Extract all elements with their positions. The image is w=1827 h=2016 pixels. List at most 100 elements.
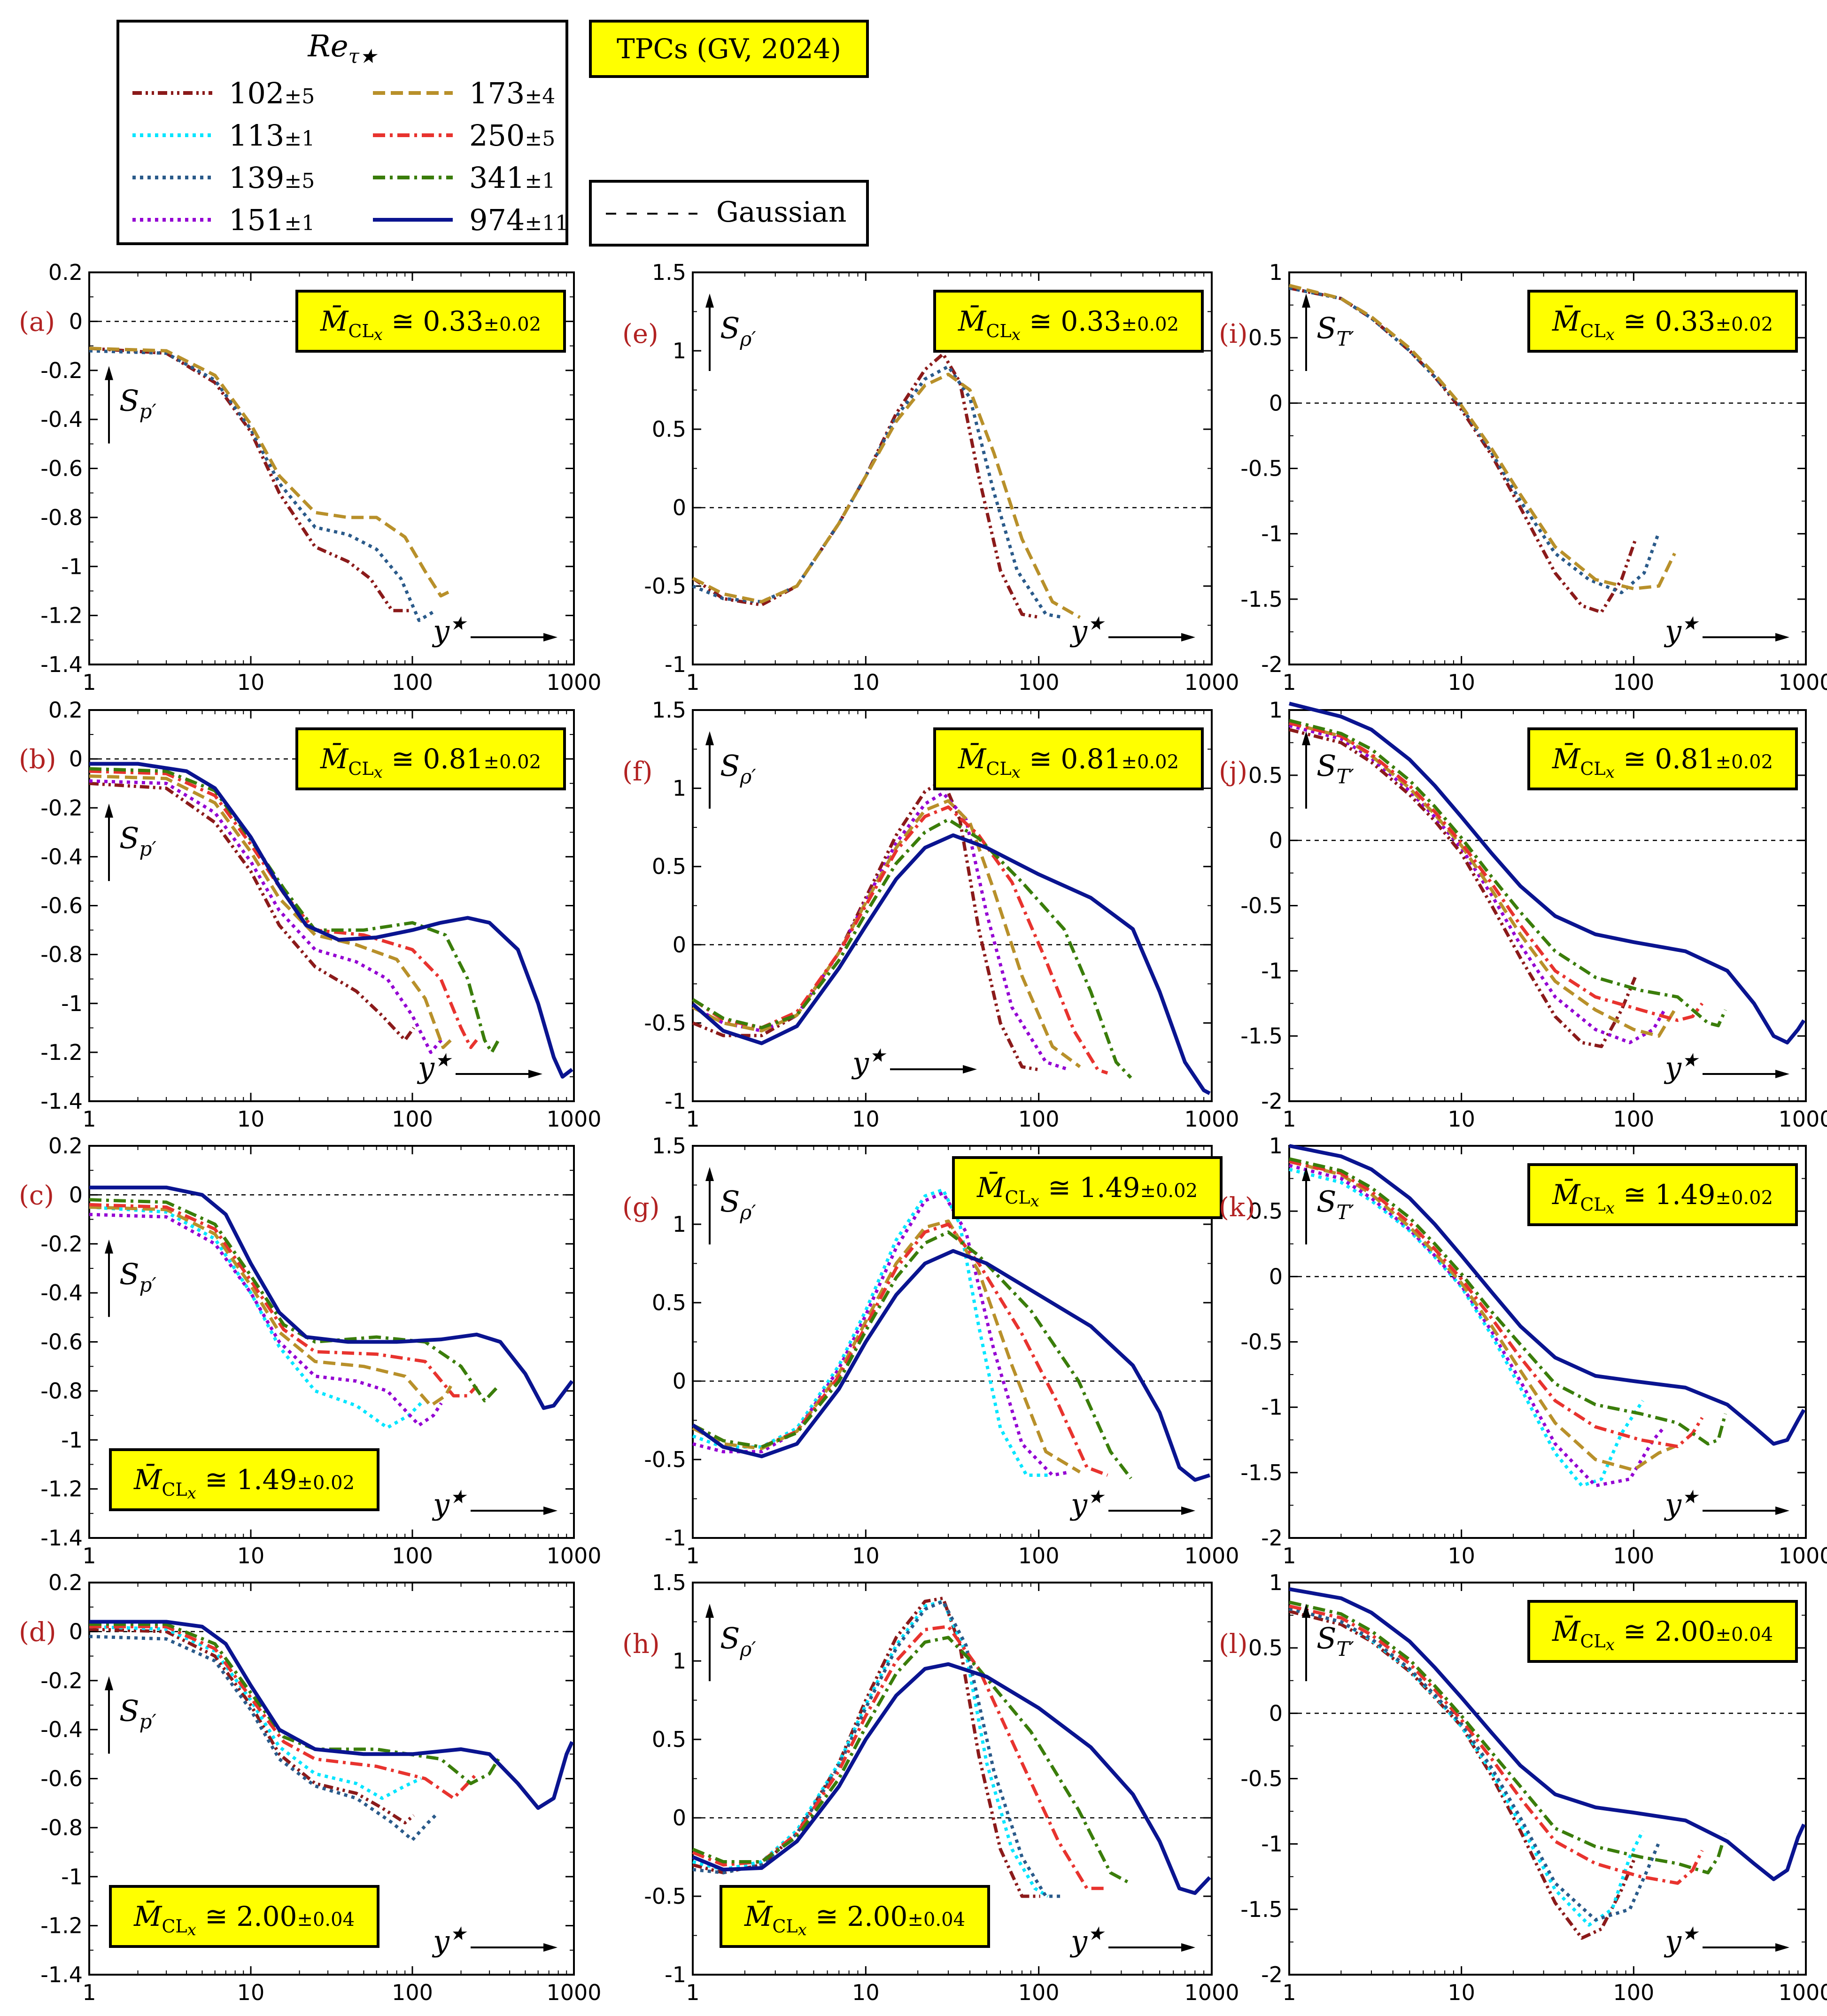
y-tick-label: -1.5	[1240, 587, 1283, 612]
series-line-173	[692, 1219, 1081, 1474]
x-axis-label: y★	[1069, 613, 1105, 648]
legend-entry-102: 102±5	[132, 76, 315, 110]
panel-letter: (d)	[19, 1617, 56, 1647]
y-tick-label: 0.2	[48, 1570, 83, 1595]
x-axis-label: y★	[432, 613, 467, 648]
series-line-102	[692, 779, 1041, 1072]
mach-number-label: M̄CLx ≅ 0.81±0.02	[1552, 742, 1773, 782]
series-line-151	[692, 1191, 1070, 1477]
mach-box-background	[1527, 1163, 1798, 1226]
series-line-173	[1289, 1160, 1675, 1472]
y-axis-label: Sp′	[119, 383, 156, 423]
y-arrow-head	[705, 731, 714, 745]
y-tick-label: -0.4	[40, 1717, 83, 1742]
y-tick-label: -0.6	[40, 893, 83, 919]
x-tick-label: 1000	[1778, 670, 1827, 695]
series-line-102	[89, 781, 415, 1042]
series-line-113	[692, 1599, 1049, 1898]
y-tick-label: 1.5	[652, 260, 686, 285]
y-tick-label: -0.4	[40, 1280, 83, 1305]
y-tick-label: -0.5	[644, 573, 686, 599]
x-tick-label: 1000	[546, 670, 601, 695]
gaussian-label: Gaussian	[716, 196, 847, 229]
x-tick-label: 1	[1282, 1980, 1296, 2005]
series-line-139	[692, 364, 1064, 619]
series-line-974	[691, 1249, 1211, 1482]
source-label-box: TPCs (GV, 2024)	[589, 20, 869, 78]
y-arrow-head	[1302, 731, 1310, 745]
panel-letter: (k)	[1219, 1192, 1255, 1223]
mach-number-label: M̄CLx ≅ 1.49±0.02	[1552, 1178, 1773, 1218]
y-tick-label: -0.8	[40, 1815, 83, 1840]
x-tick-label: 1000	[1184, 1980, 1239, 2005]
series-line-173	[692, 799, 1081, 1068]
y-tick-label: -2	[1261, 652, 1283, 677]
y-tick-label: 0.5	[652, 1727, 686, 1752]
mach-number-box: M̄CLx ≅ 2.00±0.04	[1527, 1600, 1798, 1663]
series-line-173	[89, 1205, 452, 1407]
x-tick-label: 100	[1613, 1543, 1654, 1568]
y-tick-label: -0.5	[1240, 893, 1283, 919]
mach-box-background	[295, 727, 566, 790]
panel-l: 10.50-0.5-1-1.5-21 10 100 1000(l) ST′y★M̄CLx…	[1219, 1570, 1827, 2005]
series-line-173	[1289, 284, 1676, 591]
x-tick-label: 1	[82, 670, 96, 695]
x-arrow-head	[963, 1065, 977, 1074]
y-arrow-head	[705, 1604, 714, 1618]
panel-a: 0.2 0 -0.2 -0.4 -0.6 -0.8 -1 -1.2 -1.41 10 100 1000…	[19, 260, 602, 695]
y-tick-label: -1	[665, 1525, 686, 1551]
y-axis-label: Sp′	[119, 821, 156, 860]
y-axis-label: Sρ′	[720, 749, 756, 788]
x-tick-label: 1	[686, 1106, 699, 1132]
mach-box-background	[1527, 727, 1798, 790]
mach-number-box: M̄CLx ≅ 1.49±0.02	[109, 1448, 379, 1511]
x-axis-label: y★	[432, 1486, 467, 1522]
x-tick-label: 10	[852, 1543, 880, 1568]
y-tick-label: -0.5	[1240, 456, 1283, 481]
y-tick-label: -0.5	[644, 1010, 686, 1035]
y-arrow-head	[105, 803, 113, 818]
series-line-341	[692, 1230, 1132, 1480]
y-tick-label: -1.5	[1240, 1897, 1283, 1922]
legend-entry-173: 173±4	[373, 76, 555, 110]
y-tick-label: -1.5	[1240, 1460, 1283, 1485]
y-axis-label: Sρ′	[720, 311, 756, 350]
panel-letter: (j)	[1219, 757, 1247, 787]
x-tick-label: 1	[82, 1543, 96, 1568]
panel-k: 10.50-0.5-1-1.5-21 10 100 1000(k) ST′y★M̄CLx…	[1219, 1133, 1827, 1568]
series-line-151	[89, 1213, 443, 1427]
y-tick-label: 0	[69, 746, 83, 772]
mach-number-box: M̄CLx ≅ 1.49±0.02	[952, 1156, 1223, 1219]
series-line-974	[692, 1662, 1211, 1895]
x-tick-label: 10	[237, 1980, 265, 2005]
mach-number-label: M̄CLx ≅ 2.00±0.04	[133, 1900, 355, 1939]
x-arrow-head	[1181, 1506, 1195, 1515]
x-tick-label: 100	[392, 1980, 433, 2005]
mach-box-background	[295, 290, 566, 353]
y-arrow-head	[105, 1676, 113, 1691]
mach-number-label: M̄CLx ≅ 0.33±0.02	[320, 305, 541, 344]
series-line-974	[89, 1620, 574, 1810]
y-tick-label: -0.4	[40, 844, 83, 869]
series-line-113	[89, 1205, 422, 1429]
series-line-341	[1289, 718, 1727, 1027]
x-tick-label: 1000	[1184, 1106, 1239, 1132]
y-tick-label: 1	[673, 338, 686, 363]
panel-letter: (l)	[1219, 1629, 1248, 1660]
mach-box-background	[952, 1156, 1223, 1219]
mach-number-label: M̄CLx ≅ 1.49±0.02	[133, 1463, 355, 1503]
mach-number-label: M̄CLx ≅ 0.81±0.02	[320, 742, 541, 782]
series-line-151	[89, 779, 443, 1054]
mach-number-box: M̄CLx ≅ 2.00±0.04	[720, 1885, 990, 1948]
y-tick-label: -0.8	[40, 505, 83, 530]
x-tick-label: 100	[392, 1543, 433, 1568]
panel-h: 1.510.50-0.5-11 10 100 1000(h) Sρ′y★M̄CLx ≅ …	[622, 1570, 1239, 2005]
mach-box-background	[109, 1448, 379, 1511]
mach-box-background	[933, 290, 1204, 353]
legend-label-250: 250±5	[469, 118, 555, 153]
panel-letter: (e)	[622, 319, 658, 349]
mach-box-background	[933, 727, 1204, 790]
series-line-102	[89, 1627, 415, 1824]
series-line-139	[89, 1635, 437, 1842]
